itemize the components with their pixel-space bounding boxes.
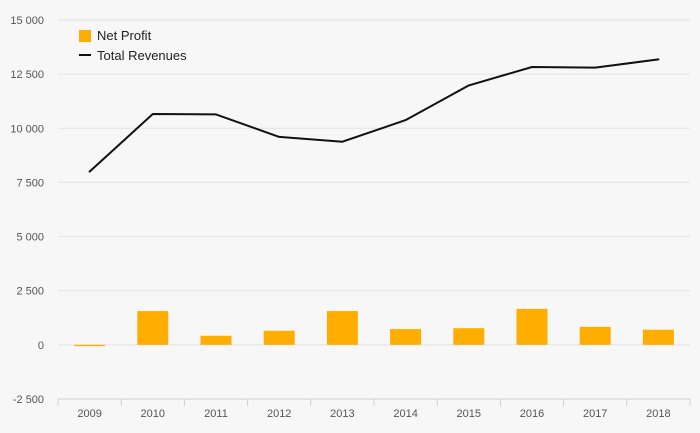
x-tick-label: 2012 (267, 408, 291, 420)
legend-label-net-profit: Net Profit (97, 28, 152, 43)
y-tick-label: 15 000 (10, 15, 44, 27)
y-tick-label: -2 500 (13, 394, 44, 406)
total-revenues-line-group (88, 58, 660, 173)
y-tick-label: 5 000 (16, 232, 44, 244)
gridlines (58, 19, 690, 346)
y-tick-label: 2 500 (16, 286, 44, 298)
x-tick-label: 2018 (646, 408, 670, 420)
bar-net-profit-2010[interactable] (137, 311, 169, 345)
bar-net-profit-2014[interactable] (390, 329, 422, 345)
bar-net-profit-2017[interactable] (579, 326, 611, 345)
bar-net-profit-2012[interactable] (263, 330, 295, 345)
x-axis: 2009 2010 2011 2012 2013 2014 2015 2016 2017 2018 (57, 398, 691, 420)
bar-net-profit-2016[interactable] (516, 308, 548, 345)
x-tick-label: 2017 (583, 408, 607, 420)
x-tick-label: 2009 (77, 408, 101, 420)
net-profit-bars (74, 308, 674, 347)
y-axis-ticks: -2 500 0 2 500 5 000 7 500 10 000 12 500 15 000 (10, 15, 44, 406)
bar-net-profit-2011[interactable] (200, 335, 232, 345)
bar-net-profit-2015[interactable] (453, 328, 485, 345)
y-tick-label: 12 500 (10, 69, 44, 81)
legend-swatch-net-profit (79, 30, 91, 42)
legend-label-total-revenues: Total Revenues (97, 48, 187, 63)
x-tick-label: 2010 (141, 408, 165, 420)
x-tick-label: 2013 (330, 408, 354, 420)
legend: Net Profit Total Revenues (79, 28, 187, 63)
x-tick-label: 2016 (520, 408, 544, 420)
total-revenues-line[interactable] (88, 58, 660, 173)
bar-net-profit-2009[interactable] (74, 344, 106, 347)
y-tick-label: 0 (38, 340, 44, 352)
x-tick-label: 2015 (457, 408, 481, 420)
bar-net-profit-2013[interactable] (326, 311, 358, 345)
y-tick-label: 7 500 (16, 177, 44, 189)
x-tick-label: 2011 (204, 408, 228, 420)
x-tick-label: 2014 (393, 408, 417, 420)
y-tick-label: 10 000 (10, 123, 44, 135)
bar-net-profit-2018[interactable] (642, 329, 674, 345)
